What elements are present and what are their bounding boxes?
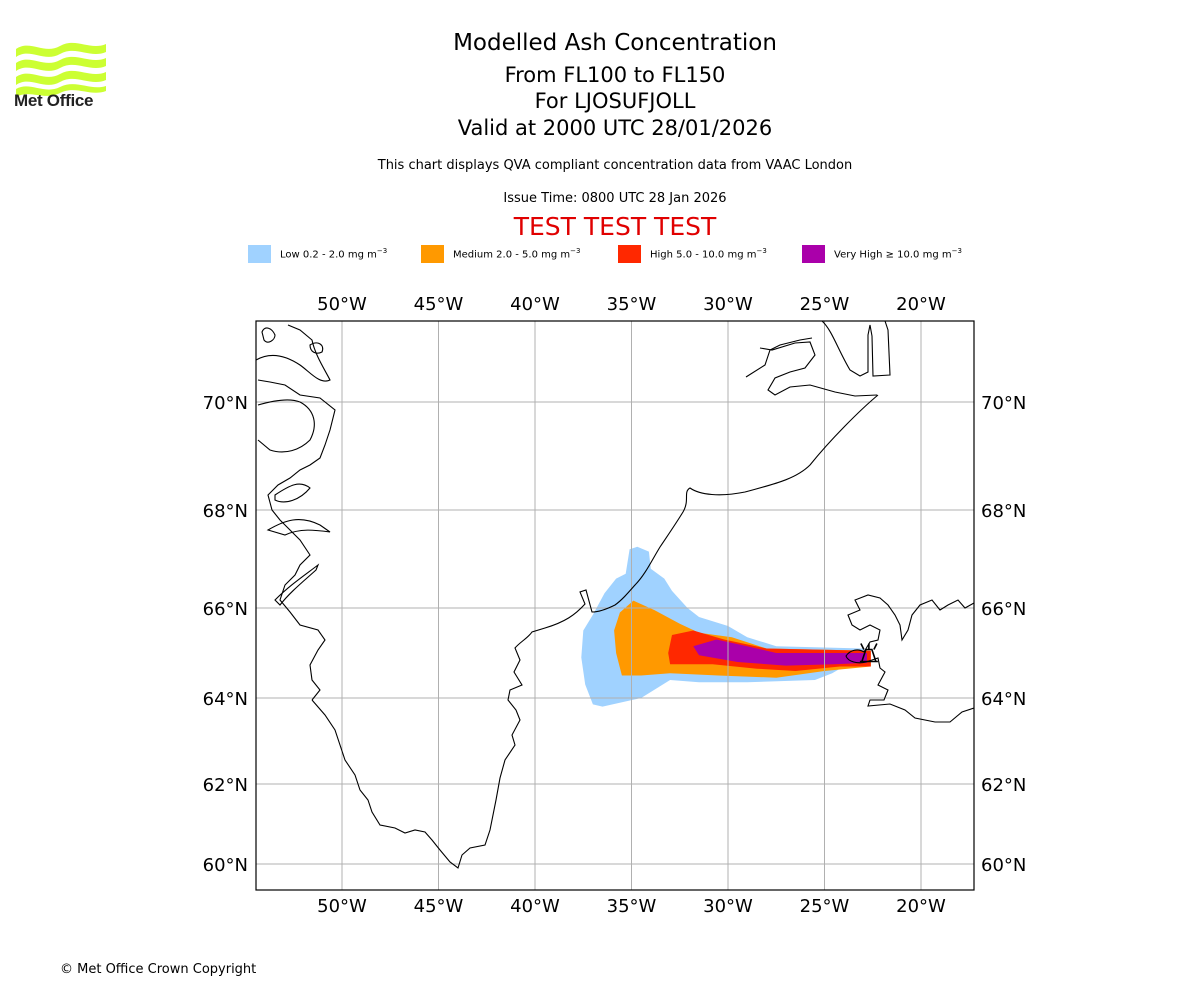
volcano-name: For LJOSUFJOLL bbox=[534, 89, 696, 113]
legend-item-low: Low 0.2 - 2.0 mg m−3 bbox=[248, 244, 387, 264]
met-office-logo-waves-icon bbox=[16, 42, 106, 97]
ash-concentration-layer bbox=[581, 546, 871, 707]
gridlines bbox=[256, 321, 974, 890]
x-tick-label-bottom: 30°W bbox=[703, 896, 753, 917]
y-tick-label-right: 62°N bbox=[981, 775, 1026, 796]
x-tick-label-top: 35°W bbox=[607, 294, 657, 315]
y-tick-label-right: 68°N bbox=[981, 501, 1026, 522]
coastline-scoresby-sund bbox=[759, 341, 878, 397]
met-office-logo-text: Met Office bbox=[14, 91, 94, 110]
copyright-text: © Met Office Crown Copyright bbox=[60, 962, 257, 977]
x-tick-label-bottom: 45°W bbox=[414, 896, 464, 917]
y-tick-label-left: 66°N bbox=[203, 599, 248, 620]
coastline-northwest-island bbox=[261, 327, 276, 343]
legend-label-very-high: Very High ≥ 10.0 mg m−3 bbox=[834, 247, 962, 261]
axis-tick-labels: 50°W 50°W 45°W 45°W 40°W 40°W 35°W 35°W 30°W 30°W… bbox=[203, 294, 1027, 917]
y-tick-label-right: 64°N bbox=[981, 689, 1026, 710]
coastline-iceland bbox=[845, 594, 974, 723]
volcano-marker-icon bbox=[859, 643, 878, 663]
legend-swatch-low bbox=[248, 245, 271, 263]
valid-time: Valid at 2000 UTC 28/01/2026 bbox=[457, 116, 773, 140]
plot-frame bbox=[255, 320, 975, 891]
legend-item-very-high: Very High ≥ 10.0 mg m−3 bbox=[802, 244, 962, 264]
chart-subtitle: This chart displays QVA compliant concen… bbox=[377, 158, 853, 173]
y-tick-label-right: 70°N bbox=[981, 393, 1026, 414]
y-tick-label-left: 62°N bbox=[203, 775, 248, 796]
legend-swatch-medium bbox=[421, 245, 444, 263]
x-tick-label-bottom: 40°W bbox=[510, 896, 560, 917]
x-tick-label-top: 20°W bbox=[896, 294, 946, 315]
x-tick-label-top: 45°W bbox=[414, 294, 464, 315]
x-tick-label-top: 25°W bbox=[800, 294, 850, 315]
x-tick-label-bottom: 50°W bbox=[317, 896, 367, 917]
y-tick-label-right: 60°N bbox=[981, 855, 1026, 876]
legend-label-medium: Medium 2.0 - 5.0 mg m−3 bbox=[453, 247, 581, 261]
coastline-greenland-west bbox=[257, 379, 336, 701]
y-tick-label-left: 64°N bbox=[203, 689, 248, 710]
y-tick-label-left: 60°N bbox=[203, 855, 248, 876]
flight-level-range: From FL100 to FL150 bbox=[504, 63, 726, 87]
coastline-west-fjord-2 bbox=[266, 519, 331, 536]
coastlines bbox=[256, 321, 974, 869]
ash-area-very-high bbox=[693, 639, 867, 666]
x-tick-label-bottom: 20°W bbox=[896, 896, 946, 917]
legend-label-low: Low 0.2 - 2.0 mg m−3 bbox=[280, 247, 388, 261]
y-tick-label-left: 68°N bbox=[203, 501, 248, 522]
chart-title: Modelled Ash Concentration bbox=[453, 30, 777, 56]
legend-swatch-very-high bbox=[802, 245, 825, 263]
coastline-west-fjord-3 bbox=[274, 563, 320, 606]
x-tick-label-top: 30°W bbox=[703, 294, 753, 315]
coastline-west-fjord-1 bbox=[274, 483, 311, 503]
coastline-disko-island bbox=[257, 399, 315, 453]
x-tick-label-bottom: 35°W bbox=[607, 896, 657, 917]
y-tick-label-left: 70°N bbox=[203, 393, 248, 414]
legend-item-medium: Medium 2.0 - 5.0 mg m−3 bbox=[421, 244, 580, 264]
x-tick-label-top: 50°W bbox=[317, 294, 367, 315]
legend-label-high: High 5.0 - 10.0 mg m−3 bbox=[650, 247, 767, 261]
issue-time: Issue Time: 0800 UTC 28 Jan 2026 bbox=[503, 191, 727, 206]
coastline-greenland-east bbox=[311, 394, 879, 869]
coastline-scoresby-inner bbox=[745, 337, 813, 378]
volcano-symbol bbox=[859, 643, 878, 663]
x-tick-label-bottom: 25°W bbox=[800, 896, 850, 917]
legend-item-high: High 5.0 - 10.0 mg m−3 bbox=[618, 244, 767, 264]
coastline-northwest-2 bbox=[309, 342, 324, 354]
legend-swatch-high bbox=[618, 245, 641, 263]
test-banner: TEST TEST TEST bbox=[513, 212, 717, 241]
coastline-east-north bbox=[821, 321, 891, 377]
y-tick-label-right: 66°N bbox=[981, 599, 1026, 620]
x-tick-label-top: 40°W bbox=[510, 294, 560, 315]
